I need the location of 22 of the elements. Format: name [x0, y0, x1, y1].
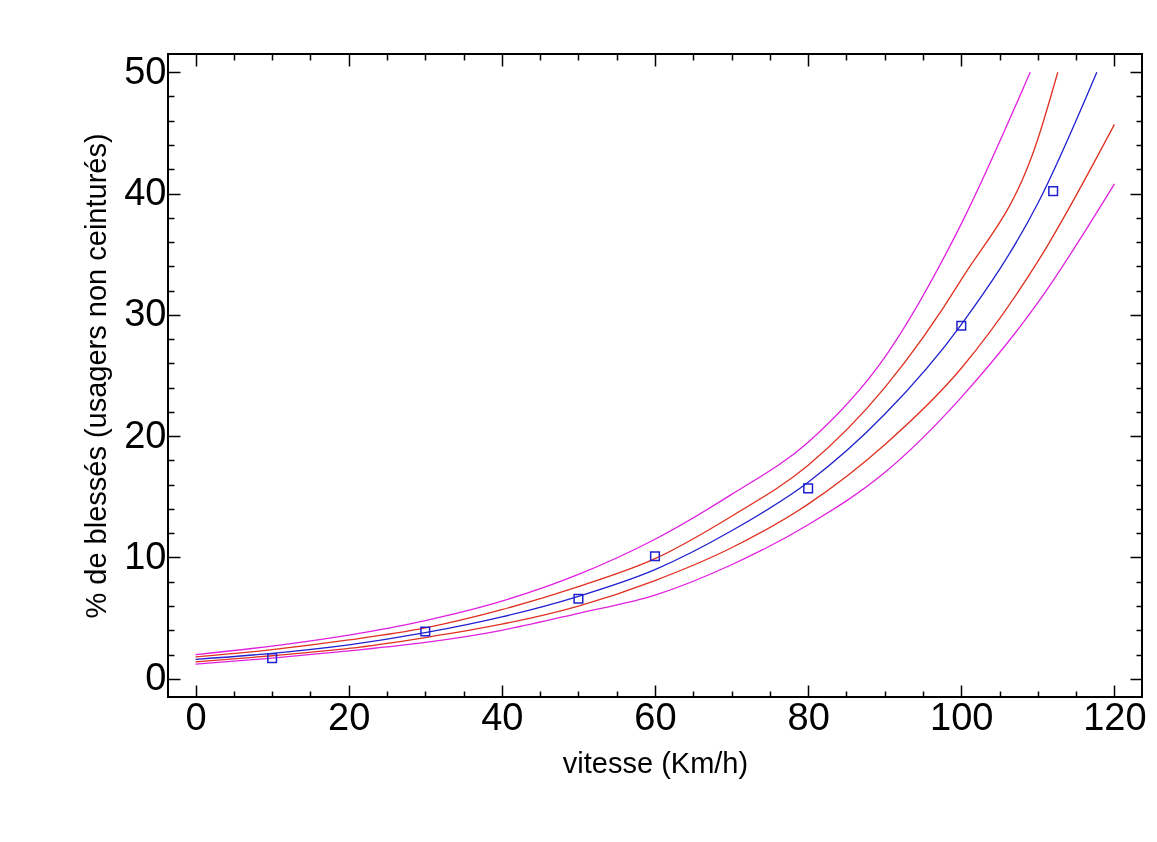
x-tick-label: 20	[328, 695, 371, 738]
x-tick-label: 80	[787, 695, 830, 738]
x-tick-label: 120	[1083, 695, 1147, 738]
point	[956, 320, 967, 331]
point	[1048, 186, 1059, 197]
x-tick-label: 0	[185, 695, 207, 738]
y-tick-label: 40	[124, 171, 167, 214]
point	[649, 551, 661, 562]
y-tick-label: 10	[124, 534, 167, 577]
y-axis-title: % de blessés (usagers non ceinturés)	[80, 133, 113, 619]
y-tick-label: 30	[124, 292, 167, 335]
point	[803, 483, 814, 494]
x-tick-label: 60	[634, 695, 677, 738]
y-tick-label: 0	[145, 656, 167, 699]
point	[267, 653, 278, 664]
y-tick-label: 20	[124, 413, 167, 456]
x-tick-label: 100	[930, 695, 994, 738]
point	[573, 593, 584, 604]
point	[420, 626, 431, 637]
x-axis-title: vitesse (Km/h)	[562, 746, 749, 779]
y-tick-label: 50	[124, 49, 167, 92]
x-tick-label: 40	[481, 695, 524, 738]
